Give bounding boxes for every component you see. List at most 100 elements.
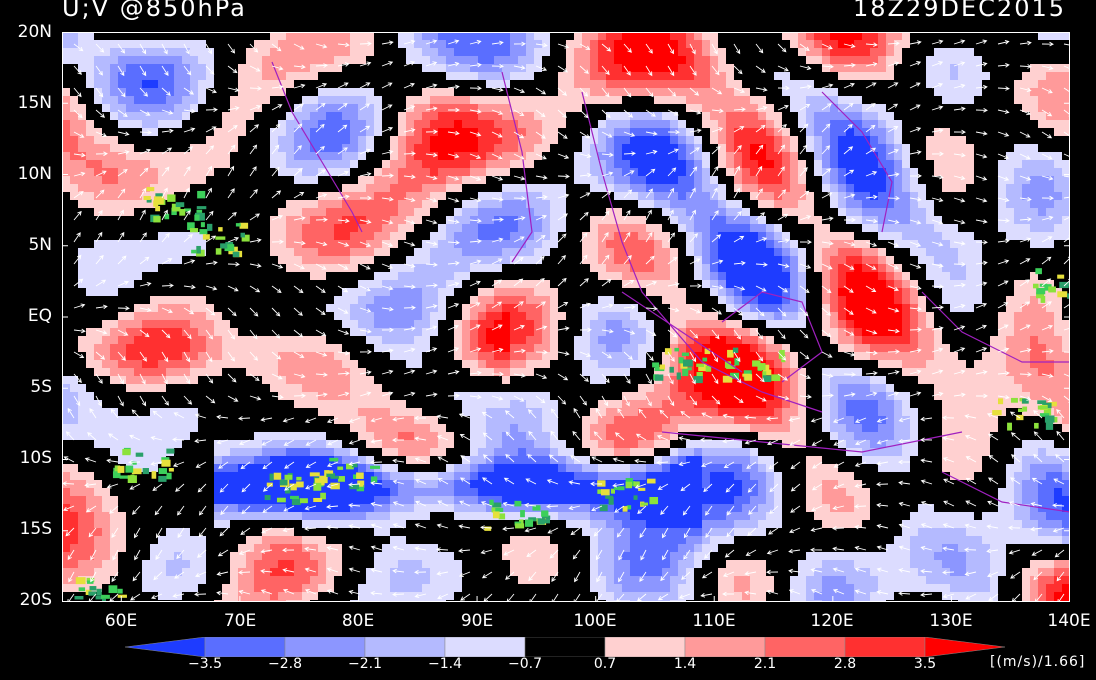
field-cell	[318, 80, 326, 88]
field-cell	[758, 272, 766, 280]
field-cell	[134, 96, 142, 104]
field-cell	[406, 200, 414, 208]
field-cell	[630, 176, 638, 184]
field-cell	[422, 144, 430, 152]
field-cell	[166, 240, 174, 248]
field-cell	[606, 40, 614, 48]
field-cell	[358, 112, 366, 120]
field-cell	[502, 320, 510, 328]
field-cell	[702, 248, 710, 256]
field-cell	[310, 296, 318, 304]
field-cell	[278, 304, 286, 312]
field-cell	[630, 88, 638, 96]
field-cell	[1030, 272, 1038, 280]
field-cell	[1062, 240, 1070, 248]
field-cell	[934, 72, 942, 80]
field-cell	[766, 88, 774, 96]
field-cell	[366, 112, 374, 120]
field-cell	[966, 304, 974, 312]
field-cell	[542, 128, 550, 136]
field-cell	[734, 168, 742, 176]
field-cell	[870, 288, 878, 296]
field-cell	[742, 184, 750, 192]
field-cell	[974, 320, 982, 328]
field-cell	[774, 192, 782, 200]
field-cell	[766, 280, 774, 288]
field-cell	[414, 104, 422, 112]
field-cell	[982, 112, 990, 120]
field-cell	[614, 280, 622, 288]
field-cell	[630, 56, 638, 64]
field-cell	[158, 328, 166, 336]
field-cell	[286, 272, 294, 280]
field-cell	[918, 168, 926, 176]
field-cell	[166, 136, 174, 144]
field-cell	[782, 136, 790, 144]
field-cell	[414, 176, 422, 184]
field-cell	[222, 152, 230, 160]
field-cell	[710, 120, 718, 128]
field-cell	[462, 152, 470, 160]
field-cell	[278, 200, 286, 208]
field-cell	[1038, 168, 1046, 176]
field-cell	[886, 272, 894, 280]
field-cell	[878, 248, 886, 256]
field-cell	[382, 232, 390, 240]
field-cell	[286, 32, 294, 40]
field-cell	[942, 32, 950, 40]
field-cell	[110, 320, 118, 328]
field-cell	[102, 344, 110, 352]
field-cell	[150, 288, 158, 296]
field-cell	[718, 336, 726, 344]
field-cell	[734, 312, 742, 320]
field-cell	[1030, 208, 1038, 216]
field-cell	[390, 192, 398, 200]
field-cell	[494, 336, 502, 344]
field-cell	[718, 104, 726, 112]
field-cell	[94, 208, 102, 216]
field-cell	[262, 232, 270, 240]
field-cell	[374, 328, 382, 336]
field-cell	[142, 272, 150, 280]
field-cell	[310, 200, 318, 208]
field-cell	[510, 264, 518, 272]
field-cell	[902, 32, 910, 40]
field-cell	[686, 296, 694, 304]
field-cell	[766, 144, 774, 152]
field-cell	[182, 56, 190, 64]
field-cell	[574, 160, 582, 168]
field-cell	[654, 72, 662, 80]
field-cell	[414, 80, 422, 88]
field-cell	[638, 120, 646, 128]
field-cell	[982, 168, 990, 176]
field-cell	[326, 192, 334, 200]
field-cell	[574, 136, 582, 144]
field-cell	[78, 224, 86, 232]
field-cell	[982, 120, 990, 128]
field-cell	[854, 120, 862, 128]
field-cell	[542, 152, 550, 160]
field-cell	[190, 312, 198, 320]
field-cell	[574, 328, 582, 336]
field-cell	[70, 112, 78, 120]
field-cell	[614, 240, 622, 248]
field-cell	[262, 264, 270, 272]
field-cell	[1054, 88, 1062, 96]
field-cell	[1046, 128, 1054, 136]
field-cell	[838, 200, 846, 208]
field-cell	[374, 312, 382, 320]
field-cell	[222, 192, 230, 200]
field-cell	[870, 176, 878, 184]
field-cell	[438, 248, 446, 256]
field-cell	[310, 48, 318, 56]
field-cell	[926, 248, 934, 256]
field-cell	[134, 328, 142, 336]
field-cell	[350, 232, 358, 240]
field-cell	[598, 176, 606, 184]
field-cell	[854, 56, 862, 64]
field-cell	[558, 112, 566, 120]
field-cell	[998, 80, 1006, 88]
field-cell	[406, 32, 414, 40]
field-cell	[230, 320, 238, 328]
field-cell	[366, 264, 374, 272]
